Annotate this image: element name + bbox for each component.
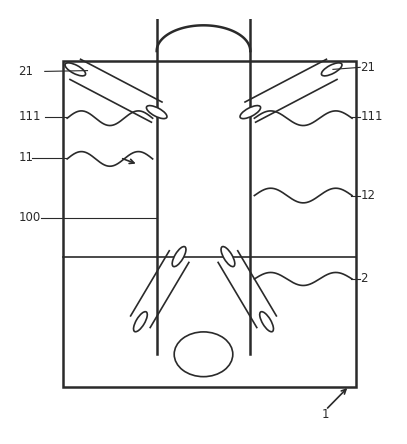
Ellipse shape: [172, 246, 186, 267]
Text: 111: 111: [360, 111, 383, 123]
Bar: [63, 61, 356, 387]
Ellipse shape: [240, 106, 260, 119]
Text: 11: 11: [18, 151, 33, 164]
Text: 21: 21: [18, 65, 33, 78]
Ellipse shape: [322, 63, 342, 76]
Ellipse shape: [260, 312, 274, 332]
Ellipse shape: [174, 332, 233, 377]
Text: 21: 21: [360, 61, 375, 74]
Text: 100: 100: [18, 211, 41, 224]
Text: 2: 2: [360, 273, 368, 285]
Ellipse shape: [65, 63, 85, 76]
Ellipse shape: [133, 312, 147, 332]
Ellipse shape: [147, 106, 167, 119]
Text: 1: 1: [322, 408, 329, 420]
Text: 12: 12: [360, 189, 375, 202]
Ellipse shape: [221, 246, 235, 267]
Text: 111: 111: [18, 111, 41, 123]
